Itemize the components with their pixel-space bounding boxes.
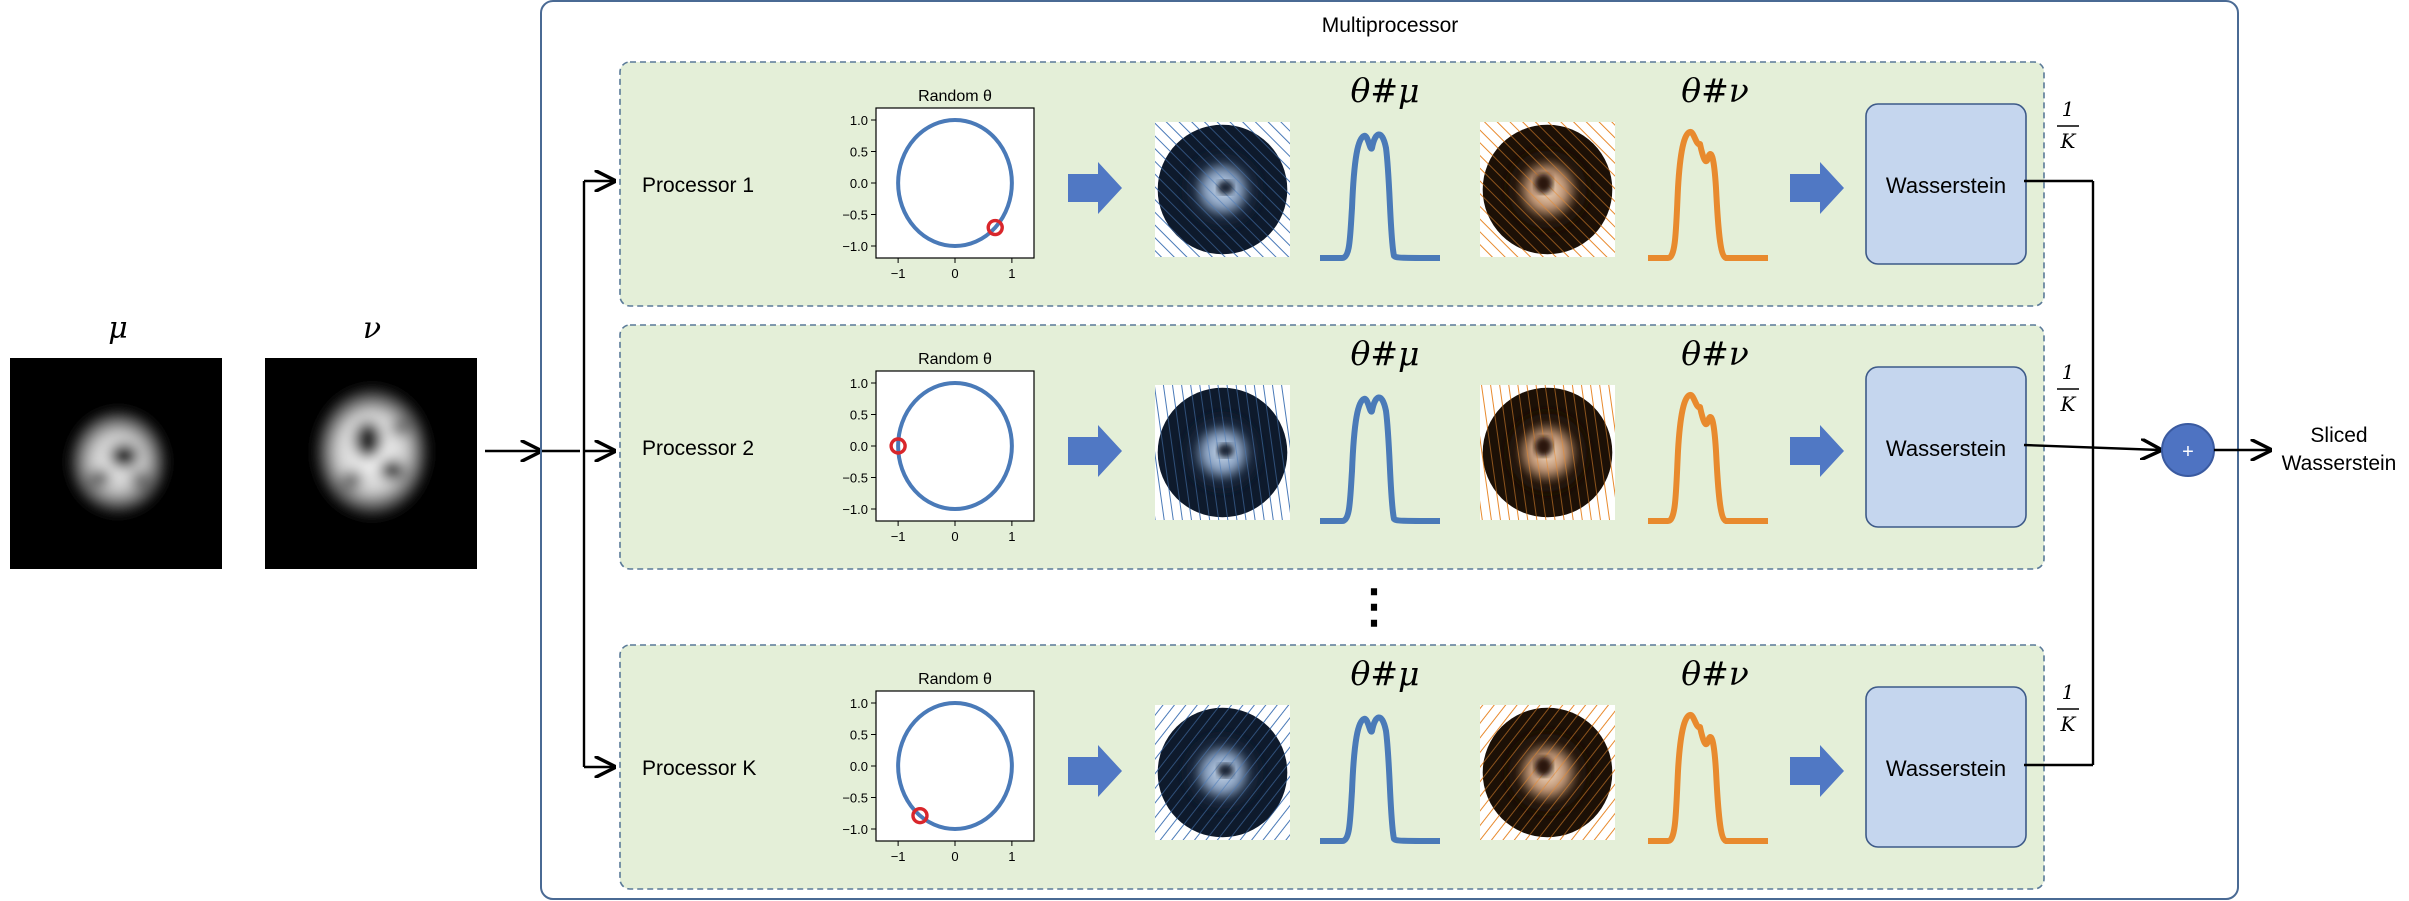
weight-fraction: 1K	[2057, 680, 2079, 736]
random-theta-title: Random θ	[918, 88, 992, 105]
output-label-line1: Sliced	[2310, 424, 2367, 447]
y-tick-label: 0.5	[850, 408, 868, 423]
x-tick-label: −1	[891, 849, 906, 864]
nu-projection-image	[1480, 122, 1615, 257]
theta-marker	[889, 437, 907, 455]
random-theta-plot: Random θ −1 0 1 1.0 0.5 0.0 −0.5 −1.0	[842, 88, 1035, 281]
wasserstein-label: Wasserstein	[1886, 436, 2006, 461]
processor-panel-2: Processor 2 Random θ −1 0 1 1.0 0.5 0.0 −0.5 −1.0…	[619, 324, 2079, 570]
wasserstein-label: Wasserstein	[1886, 756, 2006, 781]
nu-projected-density	[1648, 129, 1768, 261]
nu-label: ν	[363, 311, 381, 346]
x-tick-label: 0	[951, 529, 958, 544]
processor-label: Processor 1	[642, 174, 754, 197]
push-nu-label: θ#ν	[1681, 71, 1749, 110]
nu-blob	[314, 386, 430, 518]
processor-panel-1: Processor 1 Random θ −1 0 1 1.0 0.5 0.0 −0.5 −1.0…	[619, 61, 2079, 307]
weight-fraction: 1K	[2057, 97, 2079, 153]
random-theta-plot: Random θ −1 0 1 1.0 0.5 0.0 −0.5 −1.0	[842, 671, 1035, 864]
mu-projected-density	[1320, 394, 1441, 524]
weight-numerator: 1	[2062, 360, 2075, 384]
y-tick-label: 0.5	[850, 145, 868, 160]
weight-denominator: K	[2060, 712, 2077, 736]
sum-node: +	[2161, 423, 2215, 477]
y-tick-label: 0.0	[850, 439, 868, 454]
unit-circle	[896, 381, 1014, 511]
y-tick-label: 1.0	[850, 376, 868, 391]
processor-panel-3: Processor K Random θ −1 0 1 1.0 0.5 0.0 −0.5 −1.0…	[619, 644, 2079, 890]
nu-projection-image	[1480, 705, 1615, 840]
theta-marker	[911, 806, 929, 825]
multiprocessor-label: Multiprocessor	[1322, 14, 1459, 37]
y-tick-label: 1.0	[850, 113, 868, 128]
y-tick-label: −0.5	[842, 471, 868, 486]
y-tick-label: 1.0	[850, 696, 868, 711]
mu-projection-image	[1155, 122, 1290, 257]
flow-arrow-icon	[1790, 162, 1844, 214]
y-tick-label: 0.0	[850, 176, 868, 191]
random-theta-plot: Random θ −1 0 1 1.0 0.5 0.0 −0.5 −1.0	[842, 351, 1035, 544]
weight-denominator: K	[2060, 392, 2077, 416]
push-mu-label: θ#μ	[1351, 71, 1420, 110]
ellipsis: ⋮	[1351, 580, 1397, 632]
unit-circle	[896, 701, 1014, 831]
weight-numerator: 1	[2062, 97, 2075, 121]
push-nu-label: θ#ν	[1681, 334, 1749, 373]
processor-label: Processor 2	[642, 437, 754, 460]
mu-projection-image	[1155, 385, 1290, 520]
wasserstein-box	[1865, 686, 2027, 848]
wasserstein-label: Wasserstein	[1886, 173, 2006, 198]
push-mu-label: θ#μ	[1351, 654, 1420, 693]
nu-projection-image	[1480, 385, 1615, 520]
wasserstein-box	[1865, 366, 2027, 528]
x-tick-label: 0	[951, 849, 958, 864]
output-label-line2: Wasserstein	[2282, 452, 2397, 475]
plus-icon: +	[2182, 441, 2194, 463]
weight-denominator: K	[2060, 129, 2077, 153]
random-theta-title: Random θ	[918, 351, 992, 368]
wasserstein-box	[1865, 103, 2027, 265]
mu-label: μ	[108, 311, 128, 346]
y-tick-label: −1.0	[842, 239, 868, 254]
x-tick-label: 0	[951, 266, 958, 281]
y-tick-label: −0.5	[842, 208, 868, 223]
y-tick-label: 0.0	[850, 759, 868, 774]
x-tick-label: −1	[891, 266, 906, 281]
theta-marker	[986, 218, 1004, 237]
mu-projected-density	[1320, 131, 1441, 261]
weight-numerator: 1	[2062, 680, 2075, 704]
y-tick-label: −0.5	[842, 791, 868, 806]
input-nu: ν	[265, 311, 477, 569]
flow-arrow-icon	[1790, 425, 1844, 477]
flow-arrow-icon	[1790, 745, 1844, 797]
x-tick-label: 1	[1008, 849, 1015, 864]
splitter	[542, 181, 614, 767]
nu-projected-density	[1648, 392, 1768, 524]
collector	[2023, 179, 2160, 767]
mu-projected-density	[1320, 714, 1441, 844]
y-tick-label: −1.0	[842, 822, 868, 837]
mu-blob	[68, 409, 168, 515]
y-tick-label: −1.0	[842, 502, 868, 517]
push-nu-label: θ#ν	[1681, 654, 1749, 693]
x-tick-label: −1	[891, 529, 906, 544]
input-mu: μ	[10, 311, 222, 569]
flow-arrow-icon	[1068, 425, 1122, 477]
flow-arrow-icon	[1068, 162, 1122, 214]
nu-projected-density	[1648, 712, 1768, 844]
processor-label: Processor K	[642, 757, 756, 780]
mu-projection-image	[1155, 705, 1290, 840]
flow-arrow-icon	[1068, 745, 1122, 797]
unit-circle	[896, 118, 1014, 248]
x-tick-label: 1	[1008, 266, 1015, 281]
push-mu-label: θ#μ	[1351, 334, 1420, 373]
weight-fraction: 1K	[2057, 360, 2079, 416]
random-theta-title: Random θ	[918, 671, 992, 688]
x-tick-label: 1	[1008, 529, 1015, 544]
y-tick-label: 0.5	[850, 728, 868, 743]
